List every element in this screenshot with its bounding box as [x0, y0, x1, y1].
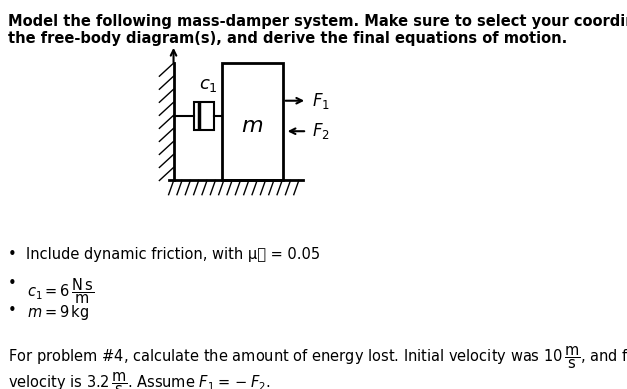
- Text: $m$: $m$: [241, 116, 263, 136]
- Text: •: •: [8, 303, 17, 319]
- Text: $F_2$: $F_2$: [312, 121, 330, 141]
- Bar: [222, 63, 283, 180]
- Bar: [194, 102, 214, 130]
- Text: $m = 9\,\mathrm{kg}$: $m = 9\,\mathrm{kg}$: [27, 303, 89, 322]
- Text: $c_1$: $c_1$: [199, 75, 218, 93]
- Text: Model the following mass-damper system. Make sure to select your coordinates, dr: Model the following mass-damper system. …: [8, 14, 627, 29]
- Text: •: •: [8, 276, 17, 291]
- Text: the free-body diagram(s), and derive the final equations of motion.: the free-body diagram(s), and derive the…: [8, 31, 567, 46]
- Text: velocity is $3.2\,\dfrac{\mathrm{m}}{\mathrm{s}}$. Assume $F_1 = -F_2$.: velocity is $3.2\,\dfrac{\mathrm{m}}{\ma…: [8, 370, 271, 389]
- Text: $c_1 = 6\,\dfrac{\mathrm{N\,s}}{\mathrm{m}}$: $c_1 = 6\,\dfrac{\mathrm{N\,s}}{\mathrm{…: [27, 276, 95, 306]
- Text: For problem #4, calculate the amount of energy lost. Initial velocity was $10\,\: For problem #4, calculate the amount of …: [8, 344, 627, 371]
- Text: •  Include dynamic friction, with μ₝ = 0.05: • Include dynamic friction, with μ₝ = 0.…: [8, 247, 320, 262]
- Text: $F_1$: $F_1$: [312, 91, 330, 111]
